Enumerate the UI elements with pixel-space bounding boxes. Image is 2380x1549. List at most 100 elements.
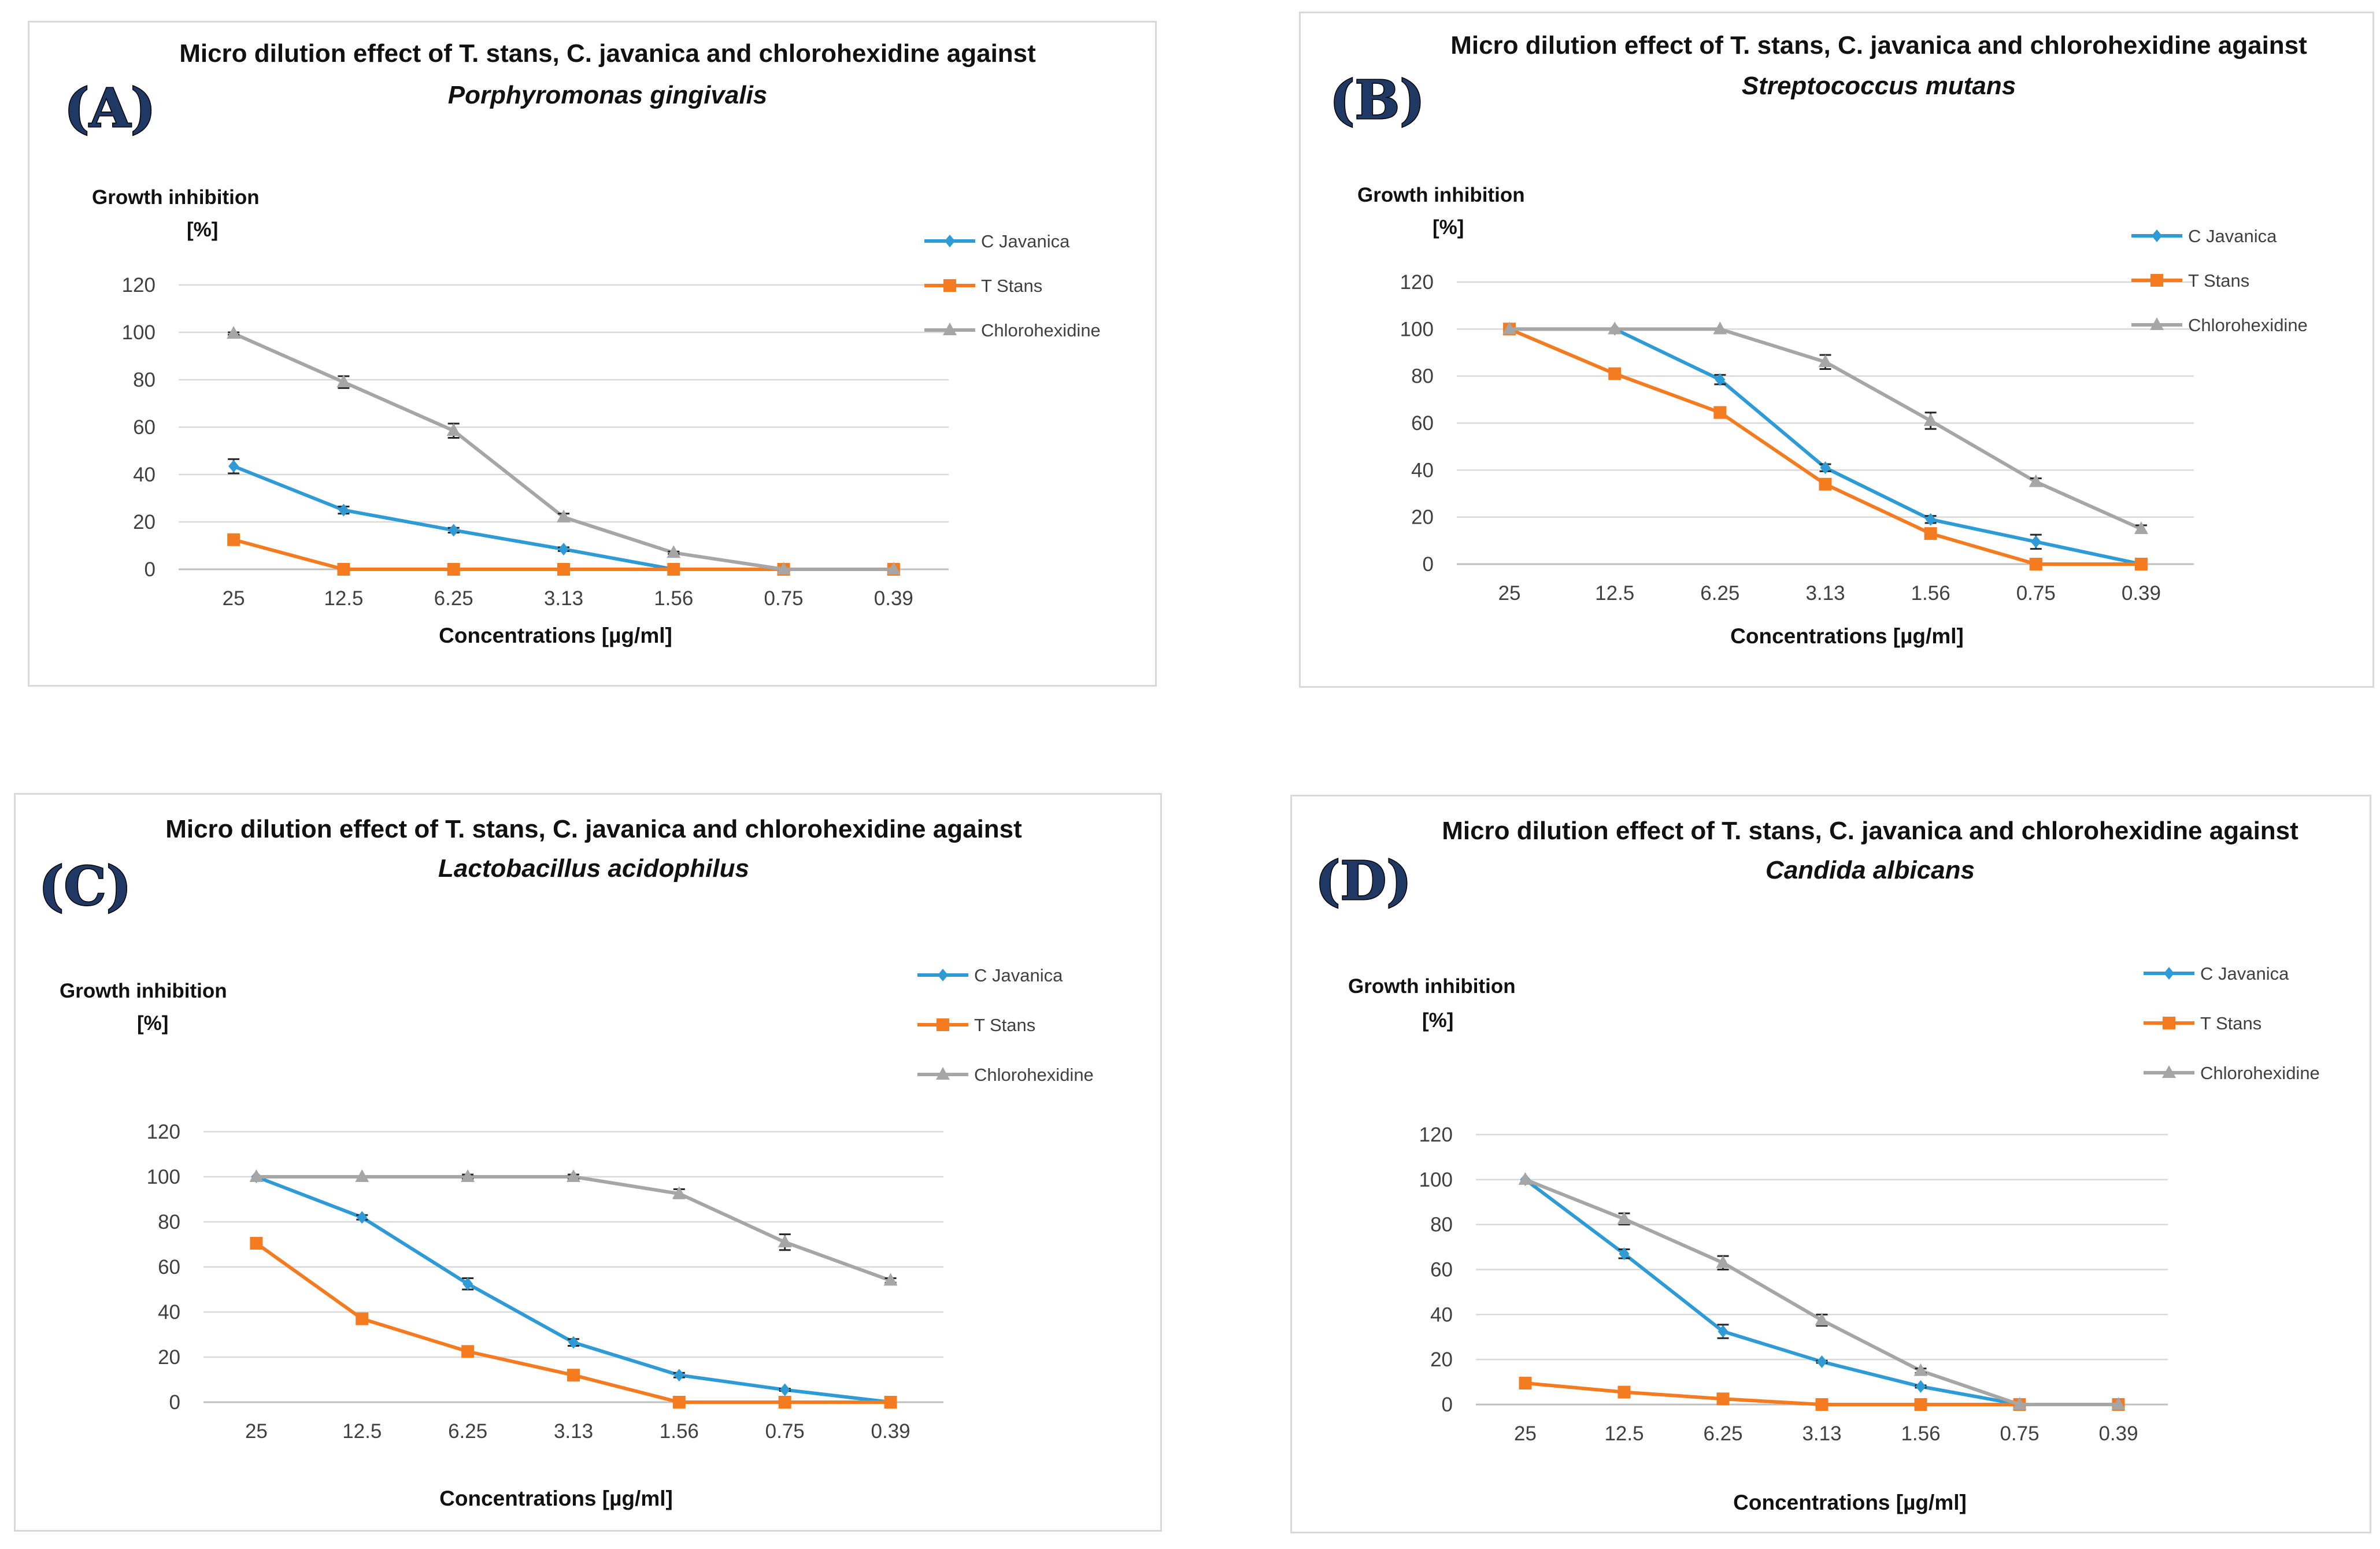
series-line-chlorohexidine — [1524, 1178, 2119, 1406]
chart-svg: (C) Micro dilution effect of T. stans, C.… — [38, 815, 1094, 1510]
data-point-t_stans — [1608, 367, 1622, 380]
chart-title: Micro dilution effect of T. stans, C. ja… — [165, 815, 1022, 843]
data-point-chlorohexidine — [336, 375, 351, 388]
chart-subtitle: Porphyromonas gingivalis — [448, 81, 768, 109]
chart-title: Micro dilution effect of T. stans, C. ja… — [179, 39, 1036, 68]
data-point-t_stans — [667, 563, 680, 576]
y-tick-label: 120 — [147, 1121, 180, 1143]
legend-item-label: C Javanica — [2200, 964, 2289, 984]
data-point-chlorohexidine — [227, 326, 241, 339]
data-point-t_stans — [672, 1396, 686, 1409]
x-tick-label: 1.56 — [660, 1420, 699, 1443]
data-point-c_javanica — [558, 543, 569, 556]
data-point-chlorohexidine — [776, 562, 791, 575]
x-tick-label: 3.13 — [1802, 1422, 1841, 1445]
y-axis-unit: [%] — [187, 218, 218, 241]
x-tick-label: 1.56 — [1911, 582, 1950, 605]
data-point-t_stans — [227, 533, 240, 546]
chart-subtitle: Streptococcus mutans — [1742, 72, 2016, 100]
data-point-chlorohexidine — [2111, 1397, 2126, 1410]
x-tick-label: 0.75 — [2000, 1422, 2039, 1445]
data-point-chlorohexidine — [2012, 1397, 2027, 1410]
legend-marker — [938, 969, 948, 981]
y-tick-label: 80 — [158, 1211, 180, 1233]
x-tick-label: 0.39 — [871, 1420, 910, 1443]
data-point-t_stans — [447, 563, 460, 576]
y-tick-label: 80 — [1430, 1214, 1453, 1236]
y-tick-label: 40 — [158, 1301, 180, 1324]
y-axis-unit: [%] — [137, 1012, 168, 1035]
x-tick-label: 3.13 — [544, 587, 583, 610]
y-tick-label: 0 — [145, 558, 156, 581]
data-point-chlorohexidine — [1815, 1313, 1829, 1326]
data-point-chlorohexidine — [672, 1186, 686, 1199]
x-tick-label: 0.39 — [874, 587, 913, 610]
y-tick-label: 20 — [158, 1346, 180, 1369]
data-point-t_stans — [1924, 527, 1937, 540]
x-tick-label: 6.25 — [1703, 1422, 1742, 1445]
data-point-t_stans — [1914, 1398, 1927, 1411]
legend-item-label: T Stans — [981, 276, 1042, 296]
legend-marker — [2150, 317, 2164, 330]
data-point-chlorohexidine — [1518, 1172, 1533, 1185]
data-point-t_stans — [1815, 1398, 1829, 1411]
data-point-chlorohexidine — [886, 562, 901, 575]
data-point-c_javanica — [1718, 1325, 1728, 1338]
data-point-t_stans — [1819, 477, 1832, 491]
y-axis-label: Growth inhibition — [1357, 184, 1525, 206]
series-line-c_javanica — [256, 1175, 891, 1404]
x-tick-label: 6.25 — [1700, 582, 1739, 605]
series-line-chlorohexidine — [256, 1175, 891, 1283]
y-tick-label: 60 — [133, 416, 156, 439]
legend-item-label: Chlorohexidine — [981, 320, 1101, 340]
data-point-c_javanica — [448, 524, 459, 537]
legend-marker — [936, 1067, 950, 1080]
x-tick-label: 0.75 — [765, 1420, 805, 1443]
data-point-chlorohexidine — [2029, 474, 2043, 487]
legend-item-label: Chlorohexidine — [2200, 1063, 2320, 1083]
legend-marker — [2163, 1017, 2175, 1029]
x-tick-label: 6.25 — [434, 587, 473, 610]
panel-letter: (B) — [1330, 69, 1425, 131]
y-tick-label: 80 — [1411, 365, 1434, 388]
legend-item-label: T Stans — [2188, 270, 2249, 291]
data-point-c_javanica — [2030, 535, 2041, 549]
legend-marker — [943, 323, 957, 335]
x-axis-label: Concentrations [µg/ml] — [1730, 624, 1964, 648]
data-point-c_javanica — [462, 1277, 473, 1291]
x-tick-label: 25 — [1498, 582, 1521, 605]
y-tick-label: 100 — [1419, 1169, 1453, 1191]
data-point-t_stans — [1713, 406, 1727, 419]
data-point-chlorohexidine — [355, 1169, 369, 1182]
y-tick-label: 100 — [147, 1166, 180, 1188]
y-axis-unit: [%] — [1433, 216, 1464, 239]
data-point-c_javanica — [568, 1336, 579, 1349]
data-point-t_stans — [557, 563, 570, 576]
x-tick-label: 12.5 — [342, 1420, 382, 1443]
series-line-chlorohexidine — [232, 332, 894, 571]
data-point-chlorohexidine — [778, 1235, 792, 1248]
data-point-t_stans — [356, 1312, 369, 1325]
y-axis-label: Growth inhibition — [1348, 975, 1516, 998]
legend-marker — [937, 1018, 949, 1031]
data-point-chlorohexidine — [667, 545, 681, 558]
data-point-t_stans — [778, 1396, 791, 1409]
data-point-chlorohexidine — [1502, 321, 1517, 335]
legend-item-label: T Stans — [2200, 1013, 2261, 1033]
legend-marker — [2152, 229, 2162, 242]
chart-title: Micro dilution effect of T. stans, C. ja… — [1450, 31, 2307, 60]
x-tick-label: 12.5 — [1604, 1422, 1644, 1445]
data-point-t_stans — [337, 563, 350, 576]
x-tick-label: 12.5 — [324, 587, 363, 610]
data-point-chlorohexidine — [249, 1169, 264, 1182]
data-point-t_stans — [1716, 1392, 1730, 1406]
data-point-t_stans — [1519, 1377, 1532, 1390]
data-point-chlorohexidine — [1913, 1363, 1928, 1376]
y-tick-label: 20 — [1411, 506, 1434, 529]
y-axis-unit: [%] — [1422, 1009, 1453, 1032]
chart-panel-b: (B) Micro dilution effect of T. stans, C.… — [1299, 12, 2374, 688]
y-tick-label: 120 — [1419, 1124, 1453, 1146]
data-point-c_javanica — [338, 503, 349, 517]
data-point-t_stans — [461, 1345, 475, 1358]
y-tick-label: 40 — [133, 464, 156, 486]
